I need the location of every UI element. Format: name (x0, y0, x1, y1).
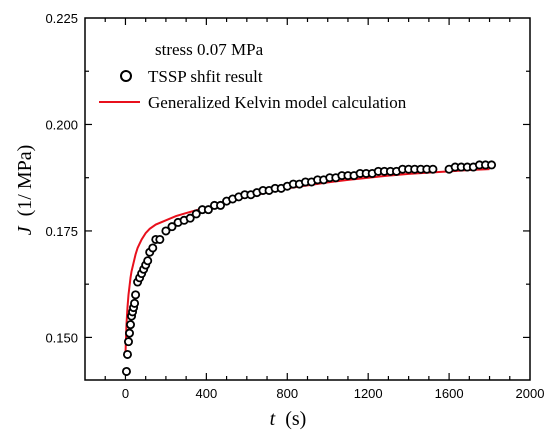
x-tick-label: 800 (276, 386, 298, 401)
data-point (185, 213, 195, 223)
y-tick-label: 0.175 (45, 224, 78, 239)
data-point (216, 200, 226, 210)
x-tick-label: 0 (122, 386, 129, 401)
data-point (123, 337, 133, 347)
data-point (122, 349, 132, 359)
y-tick-label: 0.200 (45, 117, 78, 132)
data-point (203, 205, 213, 215)
data-point (125, 328, 135, 338)
data-point (428, 164, 438, 174)
data-point (148, 243, 158, 253)
data-point (126, 320, 136, 330)
x-axis-title: t (s) (270, 408, 307, 430)
kelvin-model-series (124, 168, 490, 355)
legend-marker-tssp (120, 70, 132, 82)
y-axis: 0.150 0.175 0.200 0.225 (45, 11, 530, 345)
data-point (131, 290, 141, 300)
data-point (130, 298, 140, 308)
data-point (143, 256, 153, 266)
data-point (191, 209, 201, 219)
data-point (121, 366, 131, 376)
y-axis-variable: J (14, 225, 36, 235)
x-tick-label: 2000 (516, 386, 545, 401)
y-tick-label: 0.225 (45, 11, 78, 26)
tssp-series (121, 160, 497, 376)
y-axis-unit: (1/ MPa) (14, 145, 36, 217)
legend-label-kelvin: Generalized Kelvin model calculation (148, 93, 407, 112)
x-axis-unit: (s) (285, 408, 306, 430)
kelvin-model-line (124, 168, 490, 355)
legend: TSSP shfit result Generalized Kelvin mod… (99, 67, 407, 112)
annotation-stress: stress 0.07 MPa (155, 40, 264, 59)
x-tick-label: 1600 (435, 386, 464, 401)
y-tick-label: 0.150 (45, 330, 78, 345)
data-point (161, 226, 171, 236)
x-axis-variable: t (270, 408, 276, 430)
data-point (167, 222, 177, 232)
data-point (487, 160, 497, 170)
x-axis: 0 400 800 1200 1600 2000 (104, 18, 545, 401)
data-point (155, 234, 165, 244)
x-tick-label: 1200 (354, 386, 383, 401)
y-axis-title: J (1/ MPa) (14, 145, 36, 236)
legend-label-tssp: TSSP shfit result (148, 67, 263, 86)
x-tick-label: 400 (196, 386, 218, 401)
